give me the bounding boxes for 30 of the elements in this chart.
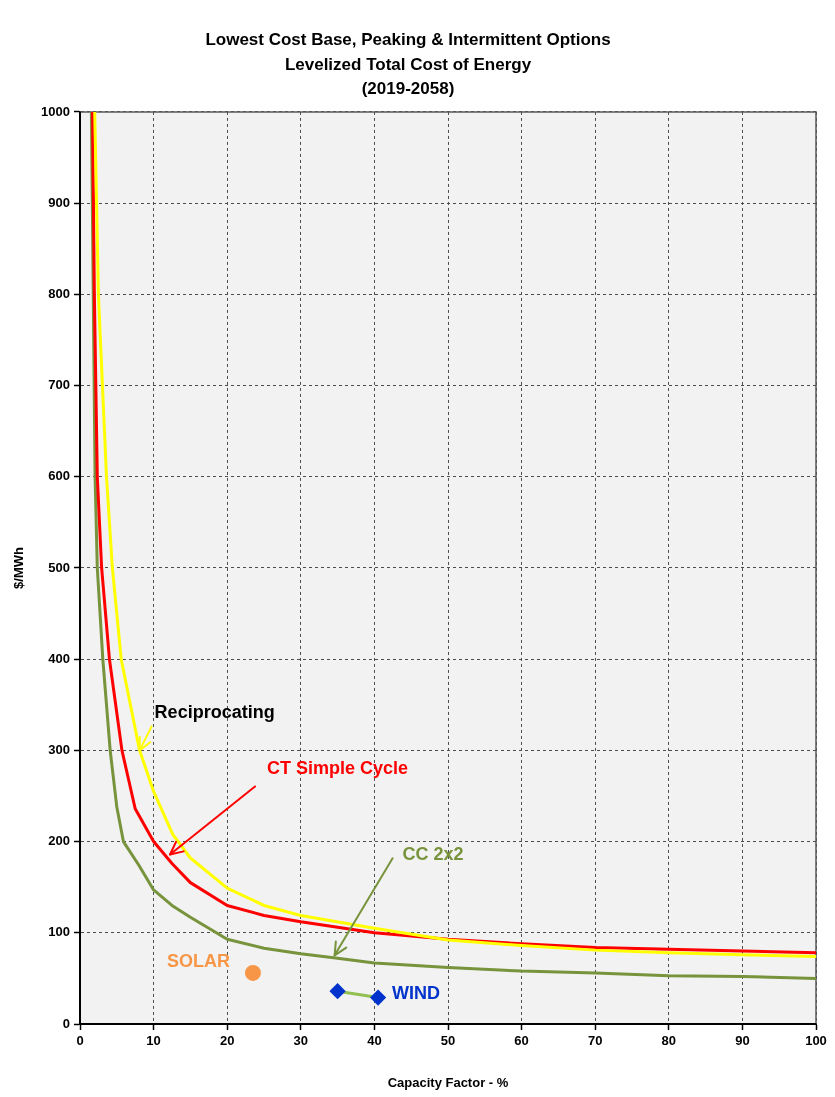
x-tick-label: 50 bbox=[440, 1033, 456, 1049]
x-axis-title: Capacity Factor - % bbox=[387, 1074, 509, 1090]
y-tick-label: 500 bbox=[48, 559, 70, 575]
series-label: Reciprocating bbox=[154, 702, 275, 723]
y-tick-label: 600 bbox=[48, 468, 70, 484]
x-tick-label: 10 bbox=[146, 1033, 161, 1049]
x-tick-label: 20 bbox=[219, 1033, 235, 1049]
x-tick-label: 70 bbox=[587, 1033, 603, 1049]
y-tick-label: 1000 bbox=[41, 103, 70, 119]
series-label: WIND bbox=[392, 982, 441, 1003]
chart-title: Lowest Cost Base, Peaking & Intermittent Options Levelized Total Cost of Energy (2019-2058) bbox=[205, 30, 611, 99]
y-tick-label: 800 bbox=[48, 285, 70, 301]
x-tick-label: 90 bbox=[735, 1033, 750, 1049]
y-axis-title: $/MWh bbox=[11, 546, 27, 589]
series-label: SOLAR bbox=[166, 950, 230, 971]
x-tick-label: 0 bbox=[76, 1033, 84, 1049]
y-tick-label: 700 bbox=[48, 377, 70, 393]
x-tick-label: 30 bbox=[293, 1033, 309, 1049]
x-tick-label: 40 bbox=[367, 1033, 382, 1049]
x-tick-label: 80 bbox=[661, 1033, 677, 1049]
y-tick-label: 300 bbox=[48, 741, 70, 757]
y-tick-label: 0 bbox=[62, 1015, 70, 1031]
x-tick-label: 100 bbox=[805, 1033, 827, 1049]
text: CC 2x2 bbox=[402, 844, 464, 865]
y-tick-label: 200 bbox=[48, 833, 70, 849]
y-tick-label: 400 bbox=[48, 650, 70, 666]
y-tick-label: 100 bbox=[48, 924, 70, 940]
x-tick-label: 60 bbox=[514, 1033, 529, 1049]
text: CT Simple Cycle bbox=[267, 758, 409, 779]
y-tick-label: 900 bbox=[48, 194, 70, 210]
